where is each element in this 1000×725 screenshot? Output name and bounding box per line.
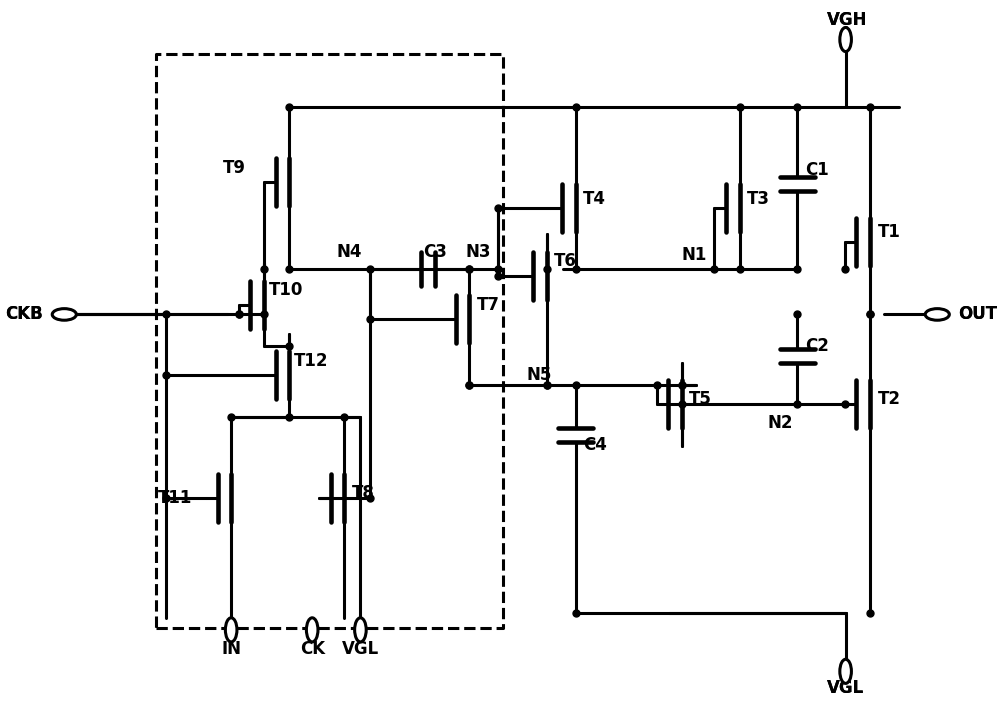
Text: VGH: VGH (827, 11, 868, 29)
Ellipse shape (355, 618, 366, 642)
Text: C4: C4 (583, 436, 607, 454)
Text: VGL: VGL (342, 640, 379, 658)
Text: IN: IN (221, 640, 241, 658)
Text: C1: C1 (805, 161, 829, 179)
Text: VGL: VGL (827, 679, 864, 697)
Text: T4: T4 (583, 190, 606, 207)
Text: T5: T5 (689, 390, 712, 408)
Ellipse shape (225, 618, 237, 642)
Text: T12: T12 (294, 352, 328, 370)
Text: OUT: OUT (958, 305, 998, 323)
Ellipse shape (925, 309, 949, 320)
Text: N1: N1 (682, 246, 707, 264)
Text: N2: N2 (767, 415, 793, 432)
Text: CKB: CKB (5, 305, 43, 323)
Text: C3: C3 (423, 243, 447, 261)
Text: T9: T9 (223, 159, 246, 177)
Text: VGH: VGH (827, 11, 868, 29)
Text: T6: T6 (554, 252, 577, 270)
Ellipse shape (840, 28, 851, 51)
Text: N4: N4 (337, 243, 362, 261)
Text: T10: T10 (269, 281, 303, 299)
Text: T8: T8 (352, 484, 375, 502)
Text: T3: T3 (747, 190, 770, 207)
Ellipse shape (840, 659, 851, 684)
Text: CK: CK (300, 640, 325, 658)
Text: T11: T11 (158, 489, 193, 507)
Ellipse shape (52, 309, 76, 320)
Text: OUT: OUT (958, 305, 998, 323)
Text: T7: T7 (477, 296, 500, 314)
Text: VGL: VGL (827, 679, 864, 697)
Text: T1: T1 (877, 223, 900, 241)
Text: N3: N3 (465, 243, 491, 261)
Text: T2: T2 (877, 390, 900, 408)
Text: CKB: CKB (5, 305, 43, 323)
Text: C2: C2 (805, 337, 829, 355)
Ellipse shape (306, 618, 318, 642)
Text: N5: N5 (526, 366, 551, 384)
